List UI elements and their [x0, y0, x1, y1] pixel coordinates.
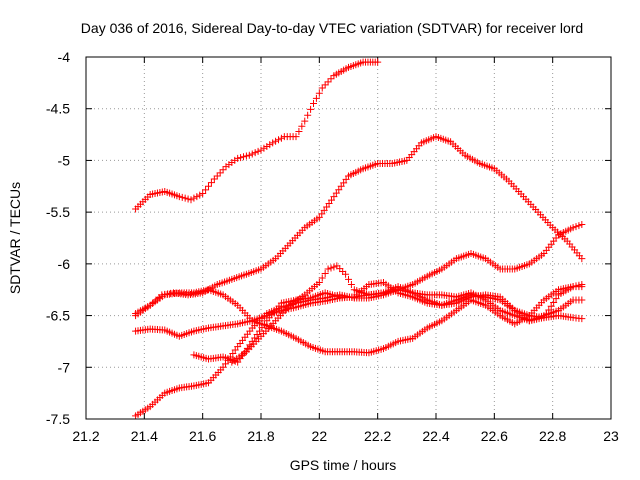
data-point — [578, 315, 586, 323]
y-tick-label: -7.5 — [46, 411, 70, 427]
data-point — [318, 274, 326, 282]
data-point — [266, 141, 274, 149]
y-tick-label: -6.5 — [46, 308, 70, 324]
data-point — [315, 89, 323, 97]
data-point — [321, 270, 329, 278]
x-tick-label: 21.8 — [247, 428, 274, 444]
series-series-1 — [132, 58, 382, 213]
data-point — [547, 302, 555, 310]
data-point — [550, 298, 558, 306]
data-point — [219, 166, 227, 174]
data-point — [304, 111, 312, 119]
data-point — [213, 172, 221, 180]
data-point — [207, 179, 215, 187]
data-point — [190, 194, 198, 202]
data-point — [175, 193, 183, 201]
y-tick-label: -4.5 — [46, 101, 70, 117]
data-point — [342, 270, 350, 278]
points-layer — [132, 58, 586, 420]
data-point — [187, 196, 195, 204]
data-point — [330, 263, 338, 271]
data-point — [248, 150, 256, 158]
ticks-layer: 21.2 21.4 21.6 21.8 22 22.2 22.4 22.6 22.8 23 -4 -4… — [46, 49, 619, 444]
data-point — [318, 84, 326, 92]
chart-title: Day 036 of 2016, Sidereal Day-to-day VTE… — [81, 20, 583, 36]
data-point — [324, 78, 332, 86]
data-point — [307, 105, 315, 113]
data-point — [210, 175, 218, 183]
data-point — [263, 142, 271, 150]
data-point — [569, 224, 577, 232]
data-point — [257, 146, 265, 154]
data-point — [578, 296, 586, 304]
data-point — [242, 152, 250, 160]
data-point — [193, 193, 201, 201]
data-point — [269, 139, 277, 147]
y-tick-label: -6 — [58, 256, 71, 272]
x-tick-label: 22.8 — [539, 428, 566, 444]
y-tick-label: -7 — [58, 359, 71, 375]
data-point — [578, 283, 586, 291]
y-tick-label: -4 — [58, 49, 71, 65]
data-point — [312, 94, 320, 102]
x-tick-label: 21.4 — [131, 428, 158, 444]
data-point — [245, 151, 253, 159]
data-point — [347, 281, 355, 289]
data-point — [184, 195, 192, 203]
data-point — [572, 223, 580, 231]
data-point — [178, 193, 186, 201]
data-point — [196, 191, 204, 199]
data-point — [277, 134, 285, 142]
grid-layer — [86, 57, 611, 419]
x-tick-label: 22.6 — [481, 428, 508, 444]
data-point — [321, 81, 329, 89]
data-point — [295, 127, 303, 135]
data-point — [234, 154, 242, 162]
data-point — [292, 133, 300, 141]
series-series-6 — [132, 283, 586, 357]
data-point — [260, 144, 268, 152]
data-point — [199, 190, 207, 198]
data-point — [251, 149, 259, 157]
data-point — [578, 221, 586, 229]
data-point — [310, 100, 317, 108]
x-axis-title: GPS time / hours — [290, 457, 397, 473]
y-tick-label: -5 — [58, 152, 71, 168]
x-tick-label: 23 — [603, 428, 619, 444]
data-point — [374, 58, 382, 66]
data-point — [578, 255, 586, 263]
data-point — [552, 295, 560, 303]
data-point — [237, 154, 245, 162]
data-point — [327, 264, 335, 272]
x-tick-label: 21.6 — [189, 428, 216, 444]
x-tick-label: 22.4 — [422, 428, 449, 444]
data-point — [575, 222, 583, 230]
data-point — [181, 194, 189, 202]
series-series-7 — [228, 262, 586, 366]
data-point — [202, 186, 210, 194]
y-axis-title: SDTVAR / TECUs — [7, 182, 23, 294]
data-point — [275, 136, 282, 144]
data-point — [327, 75, 335, 83]
series-series-2 — [132, 133, 586, 320]
data-point — [315, 278, 323, 286]
data-point — [216, 169, 224, 177]
data-point — [240, 153, 247, 161]
data-point — [324, 265, 332, 273]
data-point — [205, 182, 212, 190]
data-point — [298, 122, 306, 130]
data-point — [254, 147, 262, 155]
x-tick-label: 22.2 — [364, 428, 391, 444]
x-tick-label: 21.2 — [72, 428, 99, 444]
data-point — [301, 117, 309, 125]
x-tick-label: 22 — [312, 428, 328, 444]
y-tick-label: -5.5 — [46, 204, 70, 220]
data-point — [272, 137, 280, 145]
plot-frame — [85, 56, 612, 420]
data-point — [345, 275, 352, 283]
